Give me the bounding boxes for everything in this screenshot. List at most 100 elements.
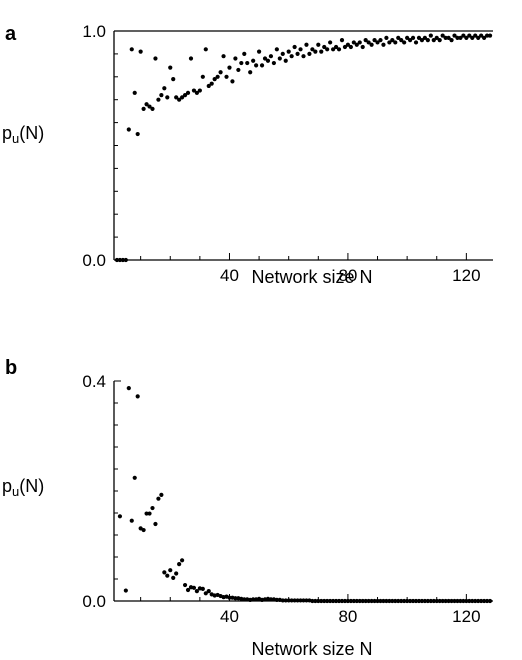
panel-a-data-point xyxy=(277,56,282,61)
panel-b-data-point xyxy=(446,598,451,604)
panel-b-data-point xyxy=(233,596,238,601)
panel-b-data-point xyxy=(135,394,140,399)
panel-b-data-point xyxy=(464,598,469,604)
panel-b-y-tick-label: 0.4 xyxy=(82,372,106,391)
panel-a-data-point xyxy=(322,44,327,50)
panel-b-x-tick-label: 120 xyxy=(452,607,480,626)
panel-b-data-point xyxy=(390,598,395,604)
panel-a-data-point xyxy=(132,90,137,95)
panel-a-data-point xyxy=(298,47,303,52)
panel-b-data-point xyxy=(461,598,466,604)
panel-b-data-point xyxy=(313,598,318,604)
panel-a-data-point xyxy=(165,95,170,100)
panel-b-data-point xyxy=(182,582,188,588)
panel-a-data-point xyxy=(150,106,155,111)
panel-a-data-point xyxy=(390,38,395,43)
panel-a-x-tick-label: 120 xyxy=(452,266,480,285)
panel-b-data-point xyxy=(283,598,288,603)
panel-a-data-point xyxy=(206,83,211,89)
panel-a-data-point xyxy=(372,38,377,43)
panel-a-data-point xyxy=(185,90,191,95)
panel-a-data-point xyxy=(295,51,300,57)
panel-a-data-point xyxy=(233,56,238,61)
panel-a-data-point xyxy=(449,38,454,43)
panel-a-data-point xyxy=(351,40,356,45)
panel-a-data-point xyxy=(342,44,348,50)
panel-a-data-point xyxy=(292,44,297,50)
panel-a-data-point xyxy=(479,33,484,38)
panel-b-data-point xyxy=(449,598,454,604)
panel-a-data-point xyxy=(375,40,380,45)
panel-a-data-point xyxy=(182,93,188,98)
panel-b-label: b xyxy=(5,357,17,379)
panel-a-data-point xyxy=(310,47,315,52)
panel-a-data-point xyxy=(248,70,253,75)
panel-a-data-point xyxy=(188,56,194,61)
panel-a-data-point xyxy=(174,95,179,100)
panel-a-xlabel: Network size N xyxy=(251,267,372,287)
panel-a-data-point xyxy=(117,257,123,263)
panel-b-y-tick-label: 0.0 xyxy=(82,592,106,611)
panel-a-data-point xyxy=(467,33,472,38)
panel-a-data-point xyxy=(177,97,182,102)
panel-b-data-point xyxy=(174,571,179,576)
panel-a-data-point xyxy=(304,42,309,47)
panel-a-data-point xyxy=(194,90,200,95)
panel-b-data-point xyxy=(185,587,191,593)
panel-a-data-point xyxy=(410,35,416,40)
panel-a-data-point xyxy=(396,35,401,40)
panel-a-data-point xyxy=(316,42,321,47)
panel-a-data-point xyxy=(215,74,220,79)
panel-b-data-point xyxy=(342,598,348,604)
panel-a-data-point xyxy=(227,65,232,70)
panel-a-data-point xyxy=(455,35,460,40)
panel-a-data-point xyxy=(476,35,481,40)
panel-b-data-point xyxy=(206,589,211,594)
panel-a-data-point xyxy=(242,51,247,57)
panel-b-data-point xyxy=(360,598,365,604)
panel-b-data-point xyxy=(363,598,368,604)
panel-b-data-point xyxy=(141,527,146,533)
panel-a-data-point xyxy=(197,88,202,93)
panel-b-data-point xyxy=(339,598,345,604)
panel-a-data-point xyxy=(431,38,436,43)
panel-b-data-point xyxy=(407,598,413,604)
panel-b-data-point xyxy=(319,598,324,604)
panel-a-data-point xyxy=(156,97,161,102)
panel-b: b pu(N) Network size N 0.0 0.4 40 80 120 xyxy=(2,357,493,659)
panel-b-data-point xyxy=(410,598,416,604)
panel-b-data-point xyxy=(452,598,457,604)
panel-a-x-tick-label: 40 xyxy=(220,266,239,285)
panel-a-data-point xyxy=(333,44,339,50)
panel-b-data-point xyxy=(348,598,353,604)
panel-b-data-point xyxy=(162,570,167,575)
panel-b-data-point xyxy=(437,598,442,604)
panel-b-data-point xyxy=(129,518,134,523)
panel-a-data-point xyxy=(461,33,466,38)
panel-b-data-point xyxy=(268,597,274,602)
panel-b-data-point xyxy=(419,598,425,604)
panel-a-y-tick-label: 0.0 xyxy=(82,251,106,270)
panel-b-data-point xyxy=(393,598,398,604)
panel-a-data-point xyxy=(328,40,333,45)
panel-a-data-point xyxy=(402,40,407,45)
panel-a-data-point xyxy=(446,35,451,40)
panel-a-data-point xyxy=(212,76,217,82)
panel-b-data-point xyxy=(322,598,327,604)
panel-a-data-point xyxy=(191,88,197,93)
panel-b-data-point xyxy=(405,598,410,604)
panel-b-data-point xyxy=(171,575,176,581)
panel-a-data-point xyxy=(325,47,330,52)
panel-a-data-point xyxy=(203,47,208,52)
panel-a-label: a xyxy=(5,23,17,45)
panel-b-data-point xyxy=(310,598,315,604)
panel-a-data-point xyxy=(271,60,276,66)
panel-b-data-point xyxy=(440,598,445,604)
panel-a-data-point xyxy=(313,49,318,54)
panel-b-data-point xyxy=(381,598,386,604)
panel-b-data-point xyxy=(286,598,291,603)
panel-a-data-point xyxy=(200,74,205,79)
panel-a-data-point xyxy=(464,35,469,40)
panel-b-data-point xyxy=(425,598,430,604)
